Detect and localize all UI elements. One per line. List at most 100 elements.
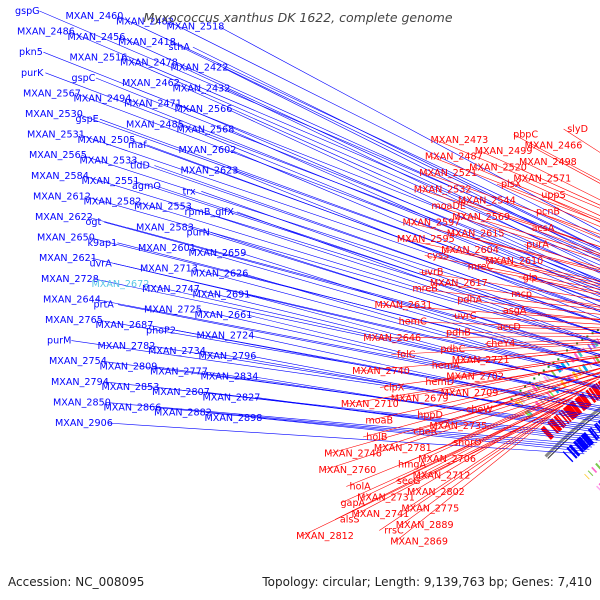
gene-label-mxan_2532[interactable]: MXAN_2532	[414, 185, 472, 196]
gene-label-pcnb[interactable]: pcnB	[536, 207, 560, 218]
gene-label-chew[interactable]: cheW	[466, 405, 493, 416]
gene-label-mxan_2551[interactable]: MXAN_2551	[82, 176, 140, 187]
gene-label-moab[interactable]: moaB	[365, 416, 393, 427]
gene-label-mxan_2906[interactable]: MXAN_2906	[55, 418, 113, 429]
gene-label-mxan_2615[interactable]: MXAN_2615	[447, 229, 505, 240]
gene-label-mxan_2466[interactable]: MXAN_2466	[525, 141, 583, 152]
gene-label-mxan_2760[interactable]: MXAN_2760	[318, 465, 376, 476]
gene-label-k9ap1[interactable]: k9ap1	[88, 238, 118, 249]
gene-label-mxan_2565[interactable]: MXAN_2565	[29, 150, 87, 161]
gene-label-mxan_2882[interactable]: MXAN_2882	[154, 408, 212, 419]
gene-label-mxan_2568[interactable]: MXAN_2568	[177, 124, 235, 135]
gene-label-mxan_2610[interactable]: MXAN_2610	[485, 256, 543, 267]
gene-label-asga[interactable]: asgA	[503, 306, 527, 317]
gene-label-mrec[interactable]: mreC	[468, 262, 494, 273]
gene-label-mxan_2869[interactable]: MXAN_2869	[390, 537, 448, 548]
gene-label-mxan_2679[interactable]: MXAN_2679	[391, 394, 449, 405]
gene-label-mxan_2569[interactable]: MXAN_2569	[452, 212, 510, 223]
gene-label-mxan_2746[interactable]: MXAN_2746	[324, 449, 382, 460]
gene-label-mxan_2827[interactable]: MXAN_2827	[203, 392, 261, 403]
gene-label-agmo[interactable]: agmO	[132, 181, 161, 192]
gene-label-pdhb[interactable]: pdhB	[446, 328, 471, 339]
gene-label-purk[interactable]: purK	[21, 68, 44, 79]
gene-label-clpx[interactable]: clpX	[384, 383, 405, 394]
gene-label-mxan_2530[interactable]: MXAN_2530	[25, 109, 83, 120]
gene-label-mxan_2462[interactable]: MXAN_2462	[122, 78, 180, 89]
gene-label-mxan_2802[interactable]: MXAN_2802	[407, 487, 465, 498]
gene-label-mxan_2721[interactable]: MXAN_2721	[452, 355, 510, 366]
gene-label-mxan_2731[interactable]: MXAN_2731	[357, 493, 415, 504]
gene-label-pdha[interactable]: pdhA	[457, 295, 482, 306]
gene-label-mxan_2418[interactable]: MXAN_2418	[118, 37, 176, 48]
gene-label-uvrc[interactable]: uvrC	[454, 311, 477, 322]
gene-label-mxan_2709[interactable]: MXAN_2709	[441, 388, 499, 399]
gene-label-mxan_2710[interactable]: MXAN_2710	[341, 399, 399, 410]
gene-label-hola[interactable]: holA	[350, 482, 372, 493]
gene-label-mxan_2571[interactable]: MXAN_2571	[513, 174, 571, 185]
gene-label-mxan_2782[interactable]: MXAN_2782	[98, 341, 156, 352]
gene-label-mxan_2478[interactable]: MXAN_2478	[120, 58, 178, 69]
gene-label-mxan_2754[interactable]: MXAN_2754	[49, 356, 107, 367]
gene-label-mxan_2631[interactable]: MXAN_2631	[374, 300, 432, 311]
gene-label-mxan_2702[interactable]: MXAN_2702	[446, 372, 504, 383]
gene-label-mxan_2777[interactable]: MXAN_2777	[150, 367, 208, 378]
gene-label-mxan_2725[interactable]: MXAN_2725	[144, 305, 202, 316]
gene-label-secg[interactable]: secG	[397, 476, 421, 487]
gene-label-gspg[interactable]: gspG	[15, 6, 40, 17]
gene-label-mxan_2623[interactable]: MXAN_2623	[181, 166, 239, 177]
gene-label-pkn5[interactable]: pkn5	[19, 47, 43, 58]
gene-label-mxan_2691[interactable]: MXAN_2691	[193, 289, 251, 300]
gene-label-upps[interactable]: uppS	[541, 190, 565, 201]
gene-label-mxan_2499[interactable]: MXAN_2499	[475, 146, 533, 157]
gene-label-mxan_2473[interactable]: MXAN_2473	[430, 135, 488, 146]
gene-label-cher[interactable]: cheR	[413, 427, 437, 438]
gene-label-stha[interactable]: sthA	[169, 42, 191, 53]
gene-label-mxan_2724[interactable]: MXAN_2724	[197, 331, 255, 342]
gene-label-mxan_2533[interactable]: MXAN_2533	[80, 155, 138, 166]
gene-label-mxan_2659[interactable]: MXAN_2659	[189, 248, 247, 259]
gene-label-hemc[interactable]: hemC	[399, 317, 427, 328]
gene-label-gspc[interactable]: gspC	[72, 73, 96, 84]
gene-label-mxan_2531[interactable]: MXAN_2531	[27, 130, 85, 141]
gene-label-mxan_2646[interactable]: MXAN_2646	[363, 333, 421, 344]
gene-label-gapa[interactable]: gapA	[340, 498, 365, 509]
gene-label-mxan_2747[interactable]: MXAN_2747	[142, 284, 200, 295]
gene-label-mxan_2889[interactable]: MXAN_2889	[396, 520, 454, 531]
gene-label-mxan_2866[interactable]: MXAN_2866	[104, 403, 162, 414]
gene-label-mxan_2728[interactable]: MXAN_2728	[41, 274, 99, 285]
gene-label-cyss[interactable]: cysS	[427, 251, 449, 262]
gene-label-mxan_2516[interactable]: MXAN_2516	[70, 52, 128, 63]
gene-label-mxan_2520[interactable]: MXAN_2520	[469, 163, 527, 174]
gene-label-glp[interactable]: glp	[523, 273, 538, 284]
gene-label-purn[interactable]: purN	[187, 228, 210, 239]
gene-label-mxan_2584[interactable]: MXAN_2584	[31, 171, 89, 182]
gene-label-mxan_2796[interactable]: MXAN_2796	[199, 351, 257, 362]
gene-label-pdhc[interactable]: pdhC	[440, 344, 465, 355]
gene-label-mxan_2650[interactable]: MXAN_2650	[37, 233, 95, 244]
gene-label-mxan_2487[interactable]: MXAN_2487	[425, 152, 483, 163]
gene-label-slyd[interactable]: slyD	[567, 124, 588, 135]
gene-label-mxan_2595[interactable]: MXAN_2595	[397, 234, 455, 245]
gene-label-mreb[interactable]: mreB	[412, 284, 438, 295]
gene-label-mxan_2485[interactable]: MXAN_2485	[126, 119, 184, 130]
gene-label-mxan_2521[interactable]: MXAN_2521	[419, 168, 477, 179]
gene-label-mxan_2471[interactable]: MXAN_2471	[124, 99, 182, 110]
gene-label-mxan_2661[interactable]: MXAN_2661	[195, 310, 253, 321]
gene-label-hema[interactable]: hemA	[432, 361, 460, 372]
gene-label-mxan_2494[interactable]: MXAN_2494	[74, 94, 132, 105]
gene-label-mxan_2809[interactable]: MXAN_2809	[100, 361, 158, 372]
gene-label-folc[interactable]: folC	[397, 350, 416, 361]
gene-label-snoro[interactable]: snorO	[453, 438, 482, 449]
gene-label-mxan_2765[interactable]: MXAN_2765	[45, 315, 103, 326]
gene-label-mxan_2482[interactable]: MXAN_2482	[116, 16, 174, 27]
gene-label-hmga[interactable]: hmgA	[398, 460, 427, 471]
gene-label-ogt[interactable]: ogt	[86, 217, 102, 228]
gene-label-gspe[interactable]: gspE	[76, 114, 99, 125]
gene-label-mxan_2583[interactable]: MXAN_2583	[136, 222, 194, 233]
gene-label-mxan_2566[interactable]: MXAN_2566	[175, 104, 233, 115]
gene-label-mxan_2644[interactable]: MXAN_2644	[43, 294, 101, 305]
gene-label-mxan_2687[interactable]: MXAN_2687	[96, 320, 154, 331]
gene-label-hppd[interactable]: hppD	[417, 410, 443, 421]
gene-label-alss[interactable]: alsS	[340, 515, 360, 526]
gene-label-mxan_2735[interactable]: MXAN_2735	[429, 421, 487, 432]
